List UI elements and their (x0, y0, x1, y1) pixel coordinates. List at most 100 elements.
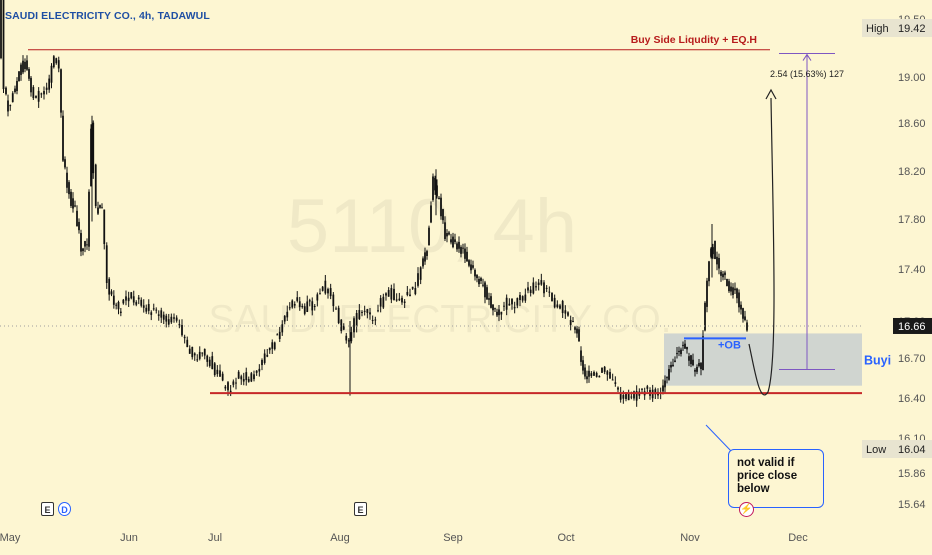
candle-body (382, 296, 385, 308)
candle-body (593, 372, 595, 376)
candle-body (35, 96, 37, 98)
x-tick-label: Oct (557, 532, 574, 544)
candle-body (235, 382, 237, 384)
candle-body (26, 60, 28, 70)
candle-body (11, 93, 14, 102)
candle-body (432, 176, 434, 200)
candle-body (482, 284, 484, 286)
x-tick-label: Aug (330, 532, 350, 544)
candle-body (730, 286, 732, 292)
candle-body (283, 315, 286, 322)
candle-body (627, 392, 630, 401)
lightning-icon[interactable]: ⚡ (739, 502, 754, 517)
candle-body (734, 288, 736, 291)
candle-body (92, 122, 95, 174)
earnings-event-icon[interactable]: E (354, 502, 367, 516)
candle-body (395, 299, 398, 301)
candle-body (582, 360, 584, 371)
candle-body (738, 292, 740, 308)
candle-body (125, 296, 127, 301)
candle-body (710, 248, 712, 257)
candle-body (720, 271, 722, 276)
candle-body (127, 297, 130, 302)
candle-body (486, 287, 488, 300)
candle-body (702, 336, 704, 371)
candle-body (327, 288, 329, 294)
candle-body (676, 353, 678, 355)
candle-body (654, 389, 657, 395)
candle-body (64, 159, 66, 168)
candle-body (529, 289, 532, 293)
candle-body (712, 247, 714, 255)
note-callout[interactable]: not valid if price close below (728, 449, 824, 508)
measure-arrowhead (802, 53, 812, 61)
projection-path[interactable] (748, 97, 775, 396)
candle-body (472, 265, 474, 268)
earnings-event-icon[interactable]: E (41, 502, 54, 516)
candle-body (345, 335, 348, 341)
candle-body (446, 233, 448, 237)
candle-body (117, 301, 120, 310)
candle-body (105, 245, 108, 283)
candle-body (350, 332, 353, 342)
candle-body (561, 300, 564, 314)
candle-body (369, 312, 371, 315)
candle-body (740, 304, 742, 310)
candle-body (30, 77, 32, 93)
candle-body (436, 185, 438, 197)
candle-body (484, 282, 486, 298)
candle-body (358, 309, 361, 319)
candle-body (319, 293, 321, 295)
candle-body (686, 346, 688, 350)
candle-body (281, 324, 284, 333)
candle-body (414, 288, 417, 295)
candle-body (682, 344, 684, 346)
symbol-title[interactable]: SAUDI ELECTRICITY CO., 4h, TADAWUL (5, 10, 210, 22)
candle-body (70, 191, 72, 206)
candle-body (588, 370, 590, 377)
candle-body (726, 278, 728, 287)
candle-body (438, 197, 440, 199)
candle-body (540, 280, 543, 285)
candle-body (74, 205, 76, 207)
candle-body (112, 295, 115, 305)
candle-body (379, 298, 382, 307)
candle-body (266, 354, 269, 357)
candle-body (361, 311, 363, 313)
demand-zone[interactable] (664, 333, 862, 386)
candle-body (219, 370, 221, 377)
candle-body (458, 241, 460, 249)
candle-body (103, 209, 106, 245)
candle-body (88, 191, 90, 247)
candle-body (580, 350, 582, 362)
candle-body (296, 297, 299, 301)
candle-body (14, 88, 16, 93)
candle-body (355, 313, 358, 327)
candle-body (313, 306, 316, 308)
candle-body (183, 336, 186, 339)
candle-body (137, 297, 140, 300)
candle-body (456, 243, 458, 250)
candle-body (516, 298, 519, 306)
high-badge-value: 19.42 (898, 23, 926, 35)
candle-body (641, 388, 643, 390)
candle-body (574, 327, 576, 330)
candle-body (162, 314, 165, 320)
dividend-event-icon[interactable]: D (58, 502, 71, 516)
candle-body (553, 297, 556, 308)
candle-body (398, 298, 401, 301)
candle-body (500, 311, 503, 315)
candle-body (666, 377, 668, 379)
candle-body (700, 363, 702, 370)
candle-body (430, 205, 432, 223)
candle-body (286, 311, 289, 318)
candle-body (22, 60, 24, 73)
candle-body (476, 274, 478, 279)
candle-body (696, 366, 698, 372)
candle-body (276, 334, 279, 336)
candle-body (736, 288, 738, 299)
candle-body (211, 356, 214, 370)
candle-body (160, 310, 163, 318)
